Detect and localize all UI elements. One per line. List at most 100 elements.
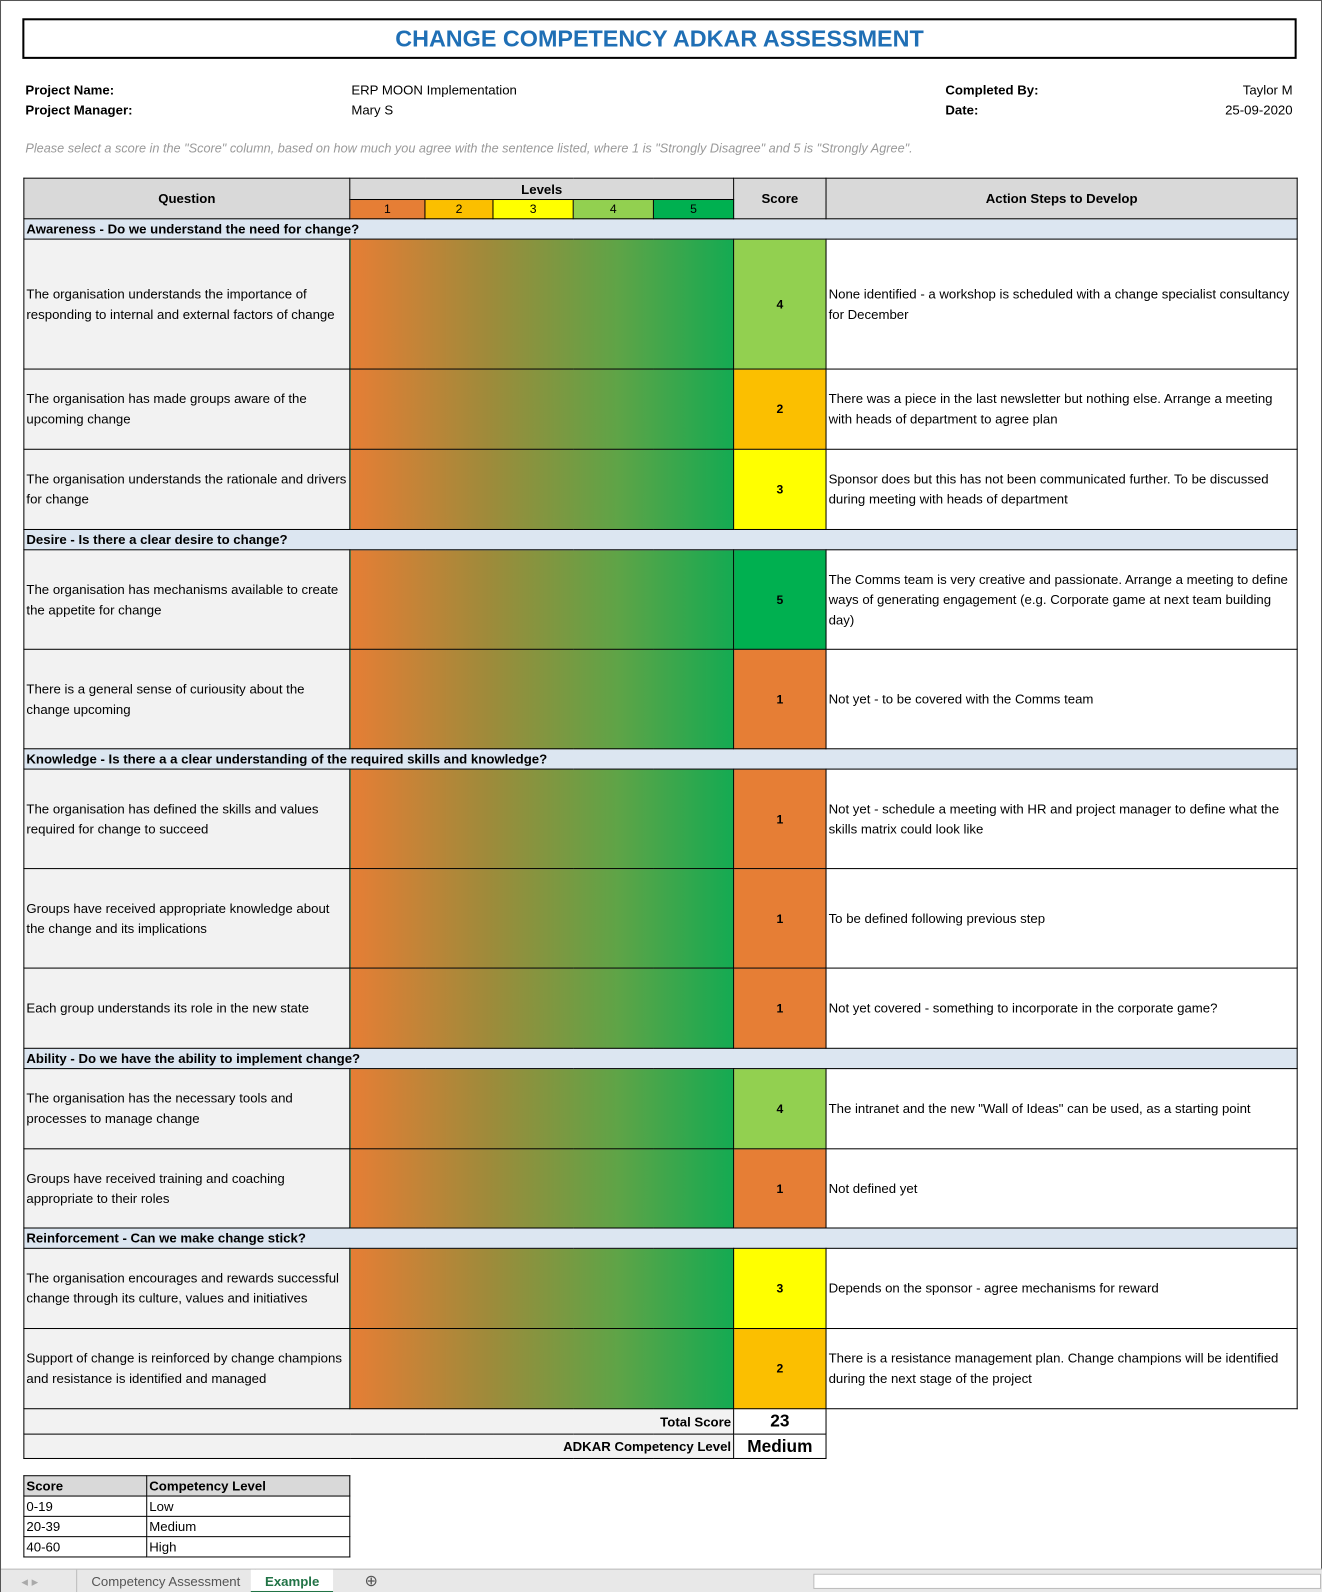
level-gradient bbox=[349, 549, 735, 650]
score-cell[interactable]: 5 bbox=[733, 549, 827, 650]
level-gradient bbox=[349, 768, 735, 870]
question-row: Support of change is reinforced by chang… bbox=[23, 1328, 1298, 1410]
level-3: 3 bbox=[492, 198, 574, 220]
page-title: CHANGE COMPETENCY ADKAR ASSESSMENT bbox=[22, 18, 1297, 59]
tab-example[interactable]: Example bbox=[250, 1569, 334, 1592]
score-cell[interactable]: 2 bbox=[733, 368, 827, 450]
action-text[interactable]: Not yet covered - something to incorpora… bbox=[825, 967, 1298, 1049]
level-gradient bbox=[349, 648, 735, 750]
section-header: Reinforcement - Can we make change stick… bbox=[23, 1227, 1298, 1249]
question-text: Each group understands its role in the n… bbox=[23, 967, 351, 1049]
section-header: Knowledge - Is there a a clear understan… bbox=[23, 748, 1298, 770]
date[interactable]: 25-09-2020 bbox=[1225, 102, 1293, 118]
legend-row: 20-39 Medium bbox=[23, 1515, 351, 1538]
level-gradient bbox=[349, 1247, 735, 1330]
level-4: 4 bbox=[572, 198, 654, 220]
question-row: Each group understands its role in the n… bbox=[23, 967, 1298, 1049]
question-text: Groups have received appropriate knowled… bbox=[23, 868, 351, 969]
project-name[interactable]: ERP MOON Implementation bbox=[351, 82, 517, 98]
action-text[interactable]: Not yet - to be covered with the Comms t… bbox=[825, 648, 1298, 750]
competency-legend: Score Competency Level 0-19 Low 20-39 Medium 4… bbox=[23, 1475, 351, 1558]
header-levels: Levels bbox=[349, 177, 735, 201]
question-text: The organisation encourages and rewards … bbox=[23, 1247, 351, 1330]
action-text[interactable]: To be defined following previous step bbox=[825, 868, 1298, 969]
question-row: The organisation has the necessary tools… bbox=[23, 1068, 1298, 1150]
level-2: 2 bbox=[424, 198, 494, 220]
action-text[interactable]: Not yet - schedule a meeting with HR and… bbox=[825, 768, 1298, 870]
header-question: Question bbox=[23, 177, 351, 220]
action-text[interactable]: There was a piece in the last newsletter… bbox=[825, 368, 1298, 450]
question-row: The organisation has mechanisms availabl… bbox=[23, 549, 1298, 650]
add-sheet-icon[interactable]: ⊕ bbox=[364, 1572, 379, 1590]
action-text[interactable]: Sponsor does but this has not been commu… bbox=[825, 448, 1298, 530]
score-cell[interactable]: 4 bbox=[733, 238, 827, 370]
score-cell[interactable]: 2 bbox=[733, 1328, 827, 1410]
manager[interactable]: Mary S bbox=[351, 102, 394, 118]
project-name-label: Project Name: bbox=[25, 82, 115, 98]
sheet-tab-bar: ◂ ▸ Competency Assessment Example ⊕ bbox=[1, 1568, 1322, 1592]
tab-scroll-left-icon[interactable]: ◂ ▸ bbox=[21, 1573, 39, 1589]
legend-level: High bbox=[146, 1536, 351, 1558]
question-row: There is a general sense of curiousity a… bbox=[23, 648, 1298, 750]
level-gradient bbox=[349, 238, 735, 370]
action-text[interactable]: None identified - a workshop is schedule… bbox=[825, 238, 1298, 370]
question-text: The organisation has defined the skills … bbox=[23, 768, 351, 870]
date-label: Date: bbox=[945, 102, 979, 118]
legend-score-range: 40-60 bbox=[23, 1536, 148, 1558]
question-text: The organisation understands the importa… bbox=[23, 238, 351, 370]
score-cell[interactable]: 4 bbox=[733, 1068, 827, 1150]
question-row: Groups have received appropriate knowled… bbox=[23, 868, 1298, 969]
legend-score-range: 0-19 bbox=[23, 1495, 148, 1517]
question-row: Groups have received training and coachi… bbox=[23, 1148, 1298, 1229]
level-gradient bbox=[349, 967, 735, 1049]
legend-score-range: 20-39 bbox=[23, 1515, 148, 1538]
assessment-table: Question Levels Score Action Steps to De… bbox=[23, 177, 1298, 1459]
level-gradient bbox=[349, 1148, 735, 1229]
horizontal-scrollbar[interactable] bbox=[813, 1573, 1322, 1589]
manager-label: Project Manager: bbox=[25, 102, 133, 118]
completed-by[interactable]: Taylor M bbox=[1242, 82, 1293, 98]
level-gradient bbox=[349, 368, 735, 450]
question-row: The organisation encourages and rewards … bbox=[23, 1247, 1298, 1330]
legend-level: Medium bbox=[146, 1515, 351, 1538]
level-5: 5 bbox=[652, 198, 735, 220]
score-cell[interactable]: 1 bbox=[733, 1148, 827, 1229]
question-row: The organisation understands the rationa… bbox=[23, 448, 1298, 530]
competency-level: Medium bbox=[733, 1433, 827, 1459]
level-gradient bbox=[349, 1068, 735, 1150]
legend-row: 0-19 Low bbox=[23, 1495, 351, 1517]
score-cell[interactable]: 3 bbox=[733, 448, 827, 530]
competency-level-label: ADKAR Competency Level bbox=[23, 1433, 735, 1459]
score-cell[interactable]: 1 bbox=[733, 648, 827, 750]
question-text: The organisation has the necessary tools… bbox=[23, 1068, 351, 1150]
total-score: 23 bbox=[733, 1408, 827, 1435]
action-text[interactable]: The Comms team is very creative and pass… bbox=[825, 549, 1298, 650]
score-cell[interactable]: 1 bbox=[733, 768, 827, 870]
legend-header-level: Competency Level bbox=[146, 1475, 351, 1497]
question-row: The organisation has defined the skills … bbox=[23, 768, 1298, 870]
action-text[interactable]: Depends on the sponsor - agree mechanism… bbox=[825, 1247, 1298, 1330]
question-text: The organisation has made groups aware o… bbox=[23, 368, 351, 450]
score-cell[interactable]: 1 bbox=[733, 868, 827, 969]
action-text[interactable]: There is a resistance management plan. C… bbox=[825, 1328, 1298, 1410]
score-cell[interactable]: 3 bbox=[733, 1247, 827, 1330]
action-text[interactable]: The intranet and the new "Wall of Ideas"… bbox=[825, 1068, 1298, 1150]
completed-label: Completed By: bbox=[945, 82, 1039, 98]
section-header: Awareness - Do we understand the need fo… bbox=[23, 218, 1298, 240]
question-text: The organisation understands the rationa… bbox=[23, 448, 351, 530]
legend-header-score: Score bbox=[23, 1475, 148, 1497]
score-cell[interactable]: 1 bbox=[733, 967, 827, 1049]
question-row: The organisation has made groups aware o… bbox=[23, 368, 1298, 450]
legend-row: 40-60 High bbox=[23, 1536, 351, 1558]
action-text[interactable]: Not defined yet bbox=[825, 1148, 1298, 1229]
level-gradient bbox=[349, 868, 735, 969]
instructions: Please select a score in the "Score" col… bbox=[25, 141, 913, 156]
question-text: The organisation has mechanisms availabl… bbox=[23, 549, 351, 650]
question-text: There is a general sense of curiousity a… bbox=[23, 648, 351, 750]
tab-competency-assessment[interactable]: Competency Assessment bbox=[76, 1569, 256, 1592]
section-header: Desire - Is there a clear desire to chan… bbox=[23, 528, 1298, 551]
level-gradient bbox=[349, 1328, 735, 1410]
header-action: Action Steps to Develop bbox=[825, 177, 1298, 220]
question-text: Groups have received training and coachi… bbox=[23, 1148, 351, 1229]
